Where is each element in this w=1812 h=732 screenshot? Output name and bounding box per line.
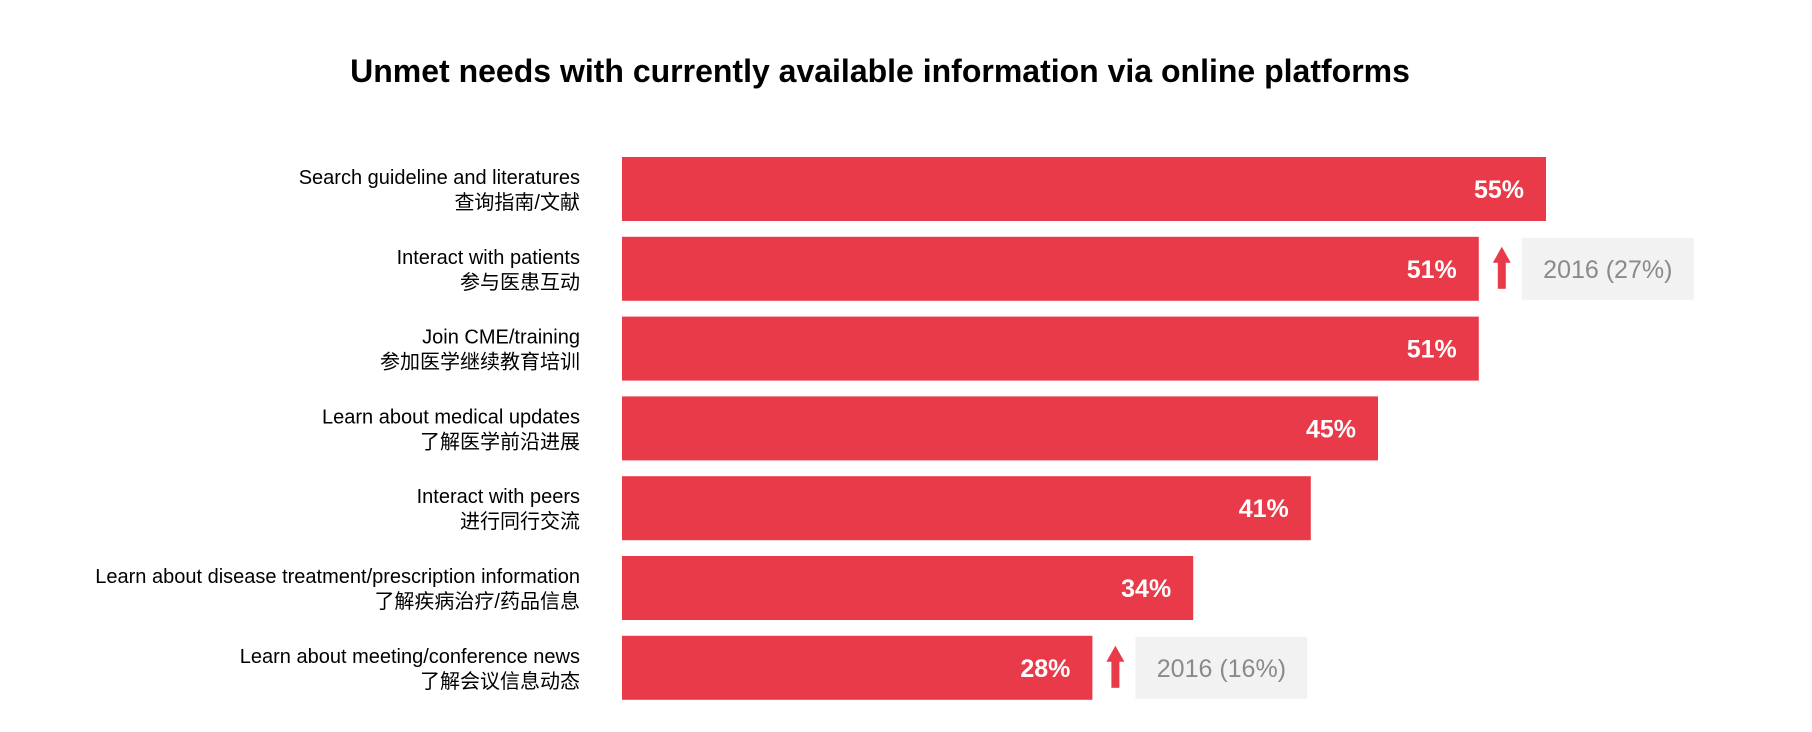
value-label: 51% [1407, 336, 1457, 364]
category-label-zh: 参与医患互动 [460, 271, 580, 294]
bar [622, 556, 1194, 620]
arrow-shaft [1497, 260, 1506, 289]
arrow-shaft [1111, 659, 1120, 688]
category-label-zh: 进行同行交流 [460, 510, 580, 533]
category-label-zh: 了解疾病治疗/药品信息 [374, 590, 580, 613]
value-label: 45% [1306, 415, 1356, 443]
arrow-up-icon [1106, 645, 1125, 688]
bar [622, 157, 1546, 221]
comparison-box [1135, 636, 1308, 699]
bar-row: Learn about meeting/conference news了解会议信… [240, 635, 1093, 700]
category-label-zh: 了解医学前沿进展 [420, 430, 580, 453]
category-label-en: Join CME/training [422, 327, 580, 349]
bar-row: Learn about disease treatment/prescripti… [95, 556, 1194, 620]
category-label-zh: 参加医学继续教育培训 [380, 351, 580, 374]
value-label: 34% [1121, 575, 1171, 603]
comparison-callout: 2016 (16%) [1106, 636, 1308, 699]
arrow-head [1106, 645, 1125, 662]
bar [622, 236, 1479, 301]
bar [622, 635, 1093, 700]
bar [622, 476, 1311, 541]
value-label: 51% [1407, 256, 1457, 284]
comparison-box [1521, 237, 1694, 300]
chart-title: Unmet needs with currently available inf… [350, 53, 1410, 89]
arrow-head [1492, 246, 1511, 263]
category-label-en: Interact with patients [397, 247, 580, 269]
comparison-label: 2016 (27%) [1543, 256, 1672, 284]
category-label-en: Interact with peers [417, 486, 580, 508]
category-label-en: Learn about meeting/conference news [240, 646, 580, 668]
value-label: 41% [1239, 495, 1289, 523]
category-label-en: Search guideline and literatures [299, 167, 580, 189]
category-label-en: Learn about medical updates [322, 406, 580, 428]
category-label-zh: 了解会议信息动态 [420, 670, 580, 693]
category-label-zh: 查询指南/文献 [454, 191, 580, 214]
arrow-up-icon [1492, 246, 1511, 289]
value-label: 28% [1020, 655, 1070, 683]
comparison-label: 2016 (16%) [1157, 655, 1286, 683]
value-label: 55% [1474, 176, 1524, 204]
bar [622, 316, 1479, 381]
comparison-callout: 2016 (27%) [1492, 237, 1694, 300]
category-label-en: Learn about disease treatment/prescripti… [95, 566, 580, 588]
bar [622, 396, 1378, 461]
